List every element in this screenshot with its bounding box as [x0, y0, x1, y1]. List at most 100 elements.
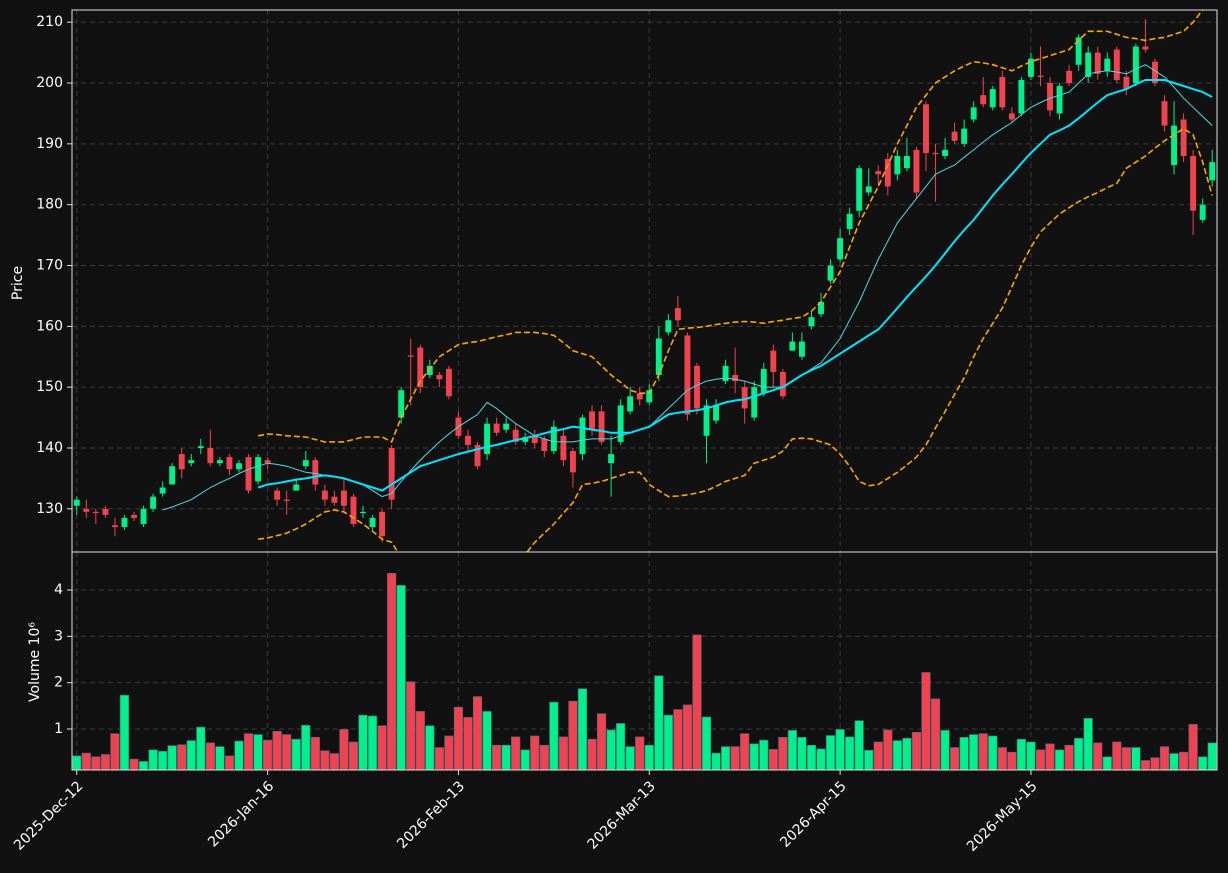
volume-bar — [1169, 753, 1179, 770]
candle-body — [560, 435, 567, 461]
y-tick-label: 1 — [54, 721, 63, 737]
volume-bar — [129, 758, 139, 770]
volume-bar — [749, 743, 759, 770]
candle-body — [1209, 162, 1216, 181]
volume-bar — [301, 724, 311, 770]
volume-bar — [921, 672, 931, 770]
volume-bar — [243, 733, 254, 770]
candle-body — [665, 320, 672, 333]
candle-body — [73, 499, 80, 506]
volume-bar — [158, 750, 168, 770]
volume-bar — [1026, 741, 1036, 770]
candle-body — [1027, 58, 1034, 77]
volume-bar — [167, 745, 177, 770]
candle-body — [798, 341, 805, 357]
overlay-line — [257, 127, 1213, 552]
candle-body — [207, 447, 214, 464]
volume-bar — [539, 744, 549, 770]
candle-body — [961, 128, 968, 144]
candle-body — [1047, 82, 1053, 111]
candle-body — [92, 511, 99, 514]
candle-body — [999, 76, 1006, 108]
candle-body — [1190, 155, 1197, 211]
y-tick-label: 200 — [36, 75, 63, 91]
volume-bar — [453, 706, 464, 770]
volume-bar — [501, 744, 511, 770]
volume-bar — [1102, 756, 1112, 770]
volume-bar — [444, 735, 454, 770]
candle-body — [369, 517, 376, 528]
volume-bar — [950, 747, 960, 770]
candle-body — [808, 317, 815, 327]
volume-bar — [320, 750, 330, 770]
candle-body — [875, 171, 882, 175]
volume-bar — [1131, 747, 1141, 770]
candle-body — [646, 390, 653, 403]
volume-bar — [1083, 718, 1093, 770]
candle-body — [111, 525, 118, 528]
candle-body — [617, 405, 624, 442]
volume-bar — [377, 725, 387, 770]
volume-bar — [1121, 747, 1131, 770]
volume-bar — [768, 749, 778, 770]
candle-body — [445, 368, 452, 397]
volume-bar — [348, 741, 359, 770]
candle-body — [197, 446, 204, 448]
volume-bar — [721, 746, 731, 770]
volume-bar — [1093, 742, 1103, 770]
volume-bar — [511, 736, 521, 770]
candle-body — [150, 496, 157, 509]
candle-body — [436, 374, 443, 380]
candle-body — [760, 368, 767, 394]
candle-body — [951, 131, 958, 141]
candle-body — [913, 149, 920, 193]
candle-body — [131, 514, 137, 518]
candle-body — [598, 411, 605, 442]
candle-body — [856, 168, 863, 211]
candle-body — [159, 487, 166, 494]
volume-bar — [263, 739, 273, 770]
candle-body — [732, 374, 739, 382]
volume-bar — [434, 747, 444, 770]
volume-bar — [654, 675, 664, 770]
volume-bar — [930, 698, 941, 770]
volume-bar — [177, 744, 187, 770]
volume-bar — [959, 737, 969, 770]
candle-body — [894, 155, 901, 175]
volume-bar — [577, 688, 588, 770]
candle-body — [398, 390, 405, 418]
candle-body — [884, 159, 891, 187]
volume-bar — [415, 711, 425, 770]
volume-bar — [387, 573, 397, 770]
volume-bar — [339, 729, 349, 770]
candle-body — [216, 460, 223, 464]
candle-body — [1075, 37, 1082, 65]
candle-body — [293, 484, 300, 491]
candle-body — [1104, 58, 1111, 71]
candle-body — [178, 454, 185, 470]
volume-bar — [329, 753, 339, 770]
candle-body — [283, 499, 290, 501]
candle-body — [484, 423, 491, 455]
candle-body — [264, 460, 271, 464]
volume-bar — [1179, 751, 1189, 770]
candle-body — [818, 301, 824, 315]
volume-bar — [902, 737, 912, 770]
volume-bar — [1112, 741, 1122, 770]
candle-body — [102, 508, 109, 515]
y-tick-label: 4 — [54, 582, 63, 598]
volume-bar — [587, 738, 597, 770]
volume-bar — [1045, 743, 1055, 770]
volume-grid — [72, 552, 1217, 770]
volume-bar — [816, 748, 826, 770]
candle-body — [474, 444, 481, 467]
price-grid — [72, 10, 1217, 552]
candle-body — [703, 405, 710, 436]
volume-bar — [854, 720, 864, 770]
overlay-line — [257, 79, 1213, 492]
volume-bar — [1188, 724, 1198, 770]
volume-frame — [71, 551, 1218, 771]
candle-body — [589, 411, 595, 430]
candle-body — [837, 238, 844, 260]
candle-body — [1142, 46, 1149, 50]
